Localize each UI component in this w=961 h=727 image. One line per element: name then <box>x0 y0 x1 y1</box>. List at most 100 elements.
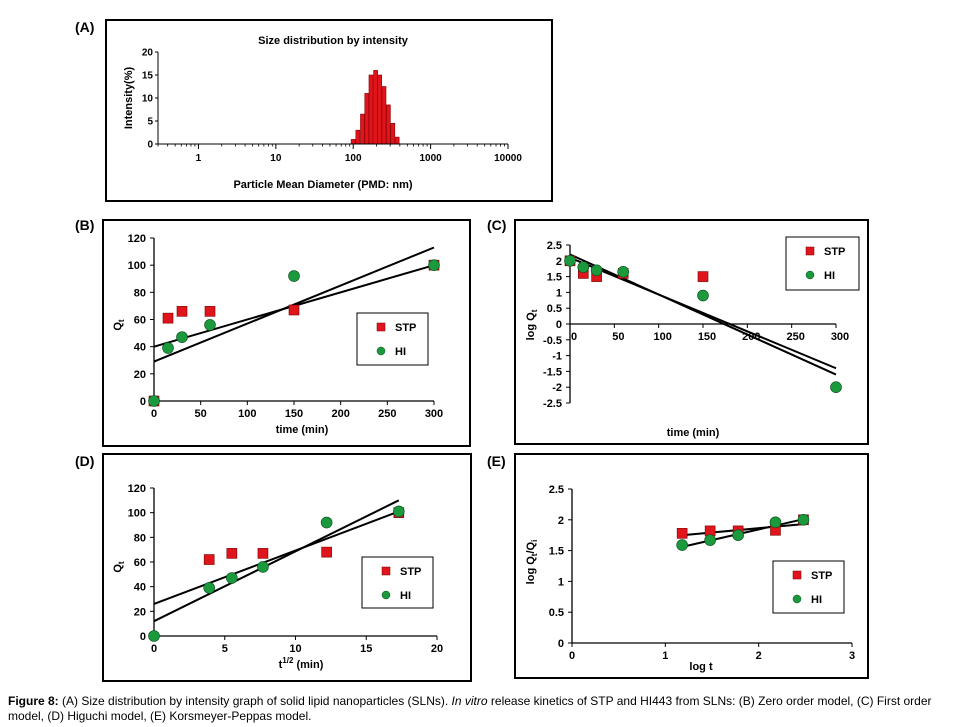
chart-e-x-tick-label: 0 <box>569 650 575 662</box>
chart-d-point-hi <box>320 516 333 529</box>
chart-a-y-tick-label: 15 <box>142 71 154 82</box>
chart-c-point-hi <box>564 254 576 267</box>
chart-b-point-stp <box>204 306 216 317</box>
chart-b-legend-marker-stp <box>376 322 386 332</box>
chart-a-bar <box>364 93 370 145</box>
chart-a-bar <box>377 74 382 145</box>
chart-e-point-hi <box>676 539 688 551</box>
chart-c-x-tick-label: 150 <box>698 331 716 343</box>
caption-part1: (A) Size distribution by intensity graph… <box>62 694 449 708</box>
caption-part2: release kinetics of STP and HI443 from S… <box>8 694 932 723</box>
chart-c-legend-marker-hi <box>805 270 815 280</box>
chart-c-point-hi <box>830 381 842 394</box>
chart-b-x-tick-label: 0 <box>151 408 157 420</box>
chart-c-legend <box>785 236 860 291</box>
chart-d-point-hi <box>226 572 238 584</box>
chart-c-x-tick-label: 300 <box>831 331 849 343</box>
chart-d-y-label: Qt <box>112 561 126 573</box>
chart-d-legend-marker-hi <box>381 590 391 600</box>
chart-d-fit-line-hi <box>153 499 400 623</box>
chart-c-legend-label-stp: STP <box>824 246 845 258</box>
chart-b-legend-label-stp: STP <box>395 322 416 334</box>
chart-a-bar <box>360 113 365 145</box>
chart-a-y-tick-label: 5 <box>147 117 153 128</box>
chart-b-legend-label-hi: HI <box>395 346 406 358</box>
chart-e-y-tick-label: 1.5 <box>549 546 564 558</box>
chart-c-y-tick-label: -2 <box>552 382 562 394</box>
chart-b-point-hi <box>148 395 160 407</box>
chart-c-y-tick-label: 0.5 <box>547 303 562 315</box>
chart-b-x-tick-label: 200 <box>331 408 349 420</box>
chart-b-y-tick-label: 20 <box>134 369 146 381</box>
chart-d-point-stp <box>257 548 269 559</box>
chart-c-legend-label-hi: HI <box>824 270 835 282</box>
chart-e-point-hi <box>797 513 810 526</box>
chart-c-point-hi <box>697 289 709 302</box>
chart-b-y-tick-label: 40 <box>134 342 146 354</box>
chart-d-y-tick-label: 100 <box>128 508 146 520</box>
chart-d-legend <box>361 556 434 609</box>
chart-d-y-tick-label: 20 <box>134 606 146 618</box>
chart-d-legend-marker-stp <box>381 566 391 576</box>
chart-c-y-tick-label: -0.5 <box>543 335 562 347</box>
panel-label-d: (D) <box>75 453 95 469</box>
chart-d-point-hi <box>203 582 215 594</box>
chart-c-x-tick-label: 50 <box>612 331 624 343</box>
chart-a-y-tick-label: 0 <box>147 140 153 151</box>
chart-a-title: Size distribution by intensity <box>258 35 409 47</box>
chart-e-y-tick-label: 2.5 <box>549 484 564 496</box>
caption-label: Figure 8: <box>8 694 59 708</box>
chart-c-y-tick-label: -2.5 <box>543 398 562 410</box>
chart-d-x-tick-label: 10 <box>289 643 301 655</box>
chart-b-y-tick-label: 0 <box>140 396 146 408</box>
chart-e-y-tick-label: 0 <box>558 638 564 650</box>
chart-c-y-tick-label: 2.5 <box>547 240 562 252</box>
chart-c-y-label: log Qt <box>525 309 539 340</box>
chart-a-bar <box>350 139 356 145</box>
chart-e-x-tick-label: 3 <box>849 650 855 662</box>
chart-d-y-tick-label: 120 <box>128 483 146 495</box>
chart-a-bar <box>390 123 396 145</box>
chart-c-y-tick-label: -1.5 <box>543 366 562 378</box>
chart-b-x-label: time (min) <box>276 424 329 436</box>
figure-caption: Figure 8: (A) Size distribution by inten… <box>8 694 958 724</box>
caption-italic: In vitro <box>451 694 488 708</box>
chart-c-point-hi <box>577 261 590 273</box>
chart-d-x-tick-label: 5 <box>222 643 228 655</box>
chart-d-y-tick-label: 80 <box>134 532 146 544</box>
chart-e-y-tick-label: 2 <box>558 515 564 527</box>
chart-c-point-stp <box>697 271 709 282</box>
panel-label-a: (A) <box>75 19 95 35</box>
chart-d-x-tick-label: 20 <box>431 643 443 655</box>
chart-b-point-hi <box>162 342 174 354</box>
chart-e-legend-marker-stp <box>792 570 802 580</box>
chart-a-x-label: Particle Mean Diameter (PMD: nm) <box>233 179 412 191</box>
chart-d-point-hi <box>392 505 405 518</box>
chart-d-point-hi <box>257 561 269 573</box>
chart-d-point-stp <box>321 546 332 558</box>
chart-c-fit-line-hi <box>569 253 837 376</box>
chart-e-x-tick-label: 1 <box>662 650 668 662</box>
chart-d-y-tick-label: 40 <box>134 582 146 594</box>
chart-a-x-tick-label: 100 <box>345 153 362 164</box>
chart-d-x-tick-label: 0 <box>151 643 157 655</box>
chart-e-legend <box>772 560 845 614</box>
chart-b-point-hi <box>288 270 300 282</box>
chart-b-legend <box>356 312 429 366</box>
chart-b-fit-line-hi <box>153 246 435 363</box>
chart-a-x-tick-label: 10 <box>270 153 282 164</box>
chart-e-legend-label-stp: STP <box>811 570 832 582</box>
chart-d-fit-line-stp <box>153 510 400 605</box>
chart-e-y-label: log Qt/Qi <box>525 540 539 585</box>
chart-b-x-tick-label: 50 <box>195 408 207 420</box>
chart-b-x-tick-label: 250 <box>378 408 396 420</box>
chart-c-point-hi <box>617 266 630 278</box>
chart-e-point-hi <box>704 534 716 546</box>
chart-d-y-tick-label: 60 <box>134 557 146 569</box>
chart-b-point-hi <box>428 259 440 271</box>
chart-c-x-label: time (min) <box>667 427 720 439</box>
chart-a-bar <box>381 86 387 145</box>
chart-a-x-tick-label: 10000 <box>494 153 522 164</box>
chart-d-legend-label-stp: STP <box>400 566 421 578</box>
chart-a-bar <box>386 104 391 145</box>
